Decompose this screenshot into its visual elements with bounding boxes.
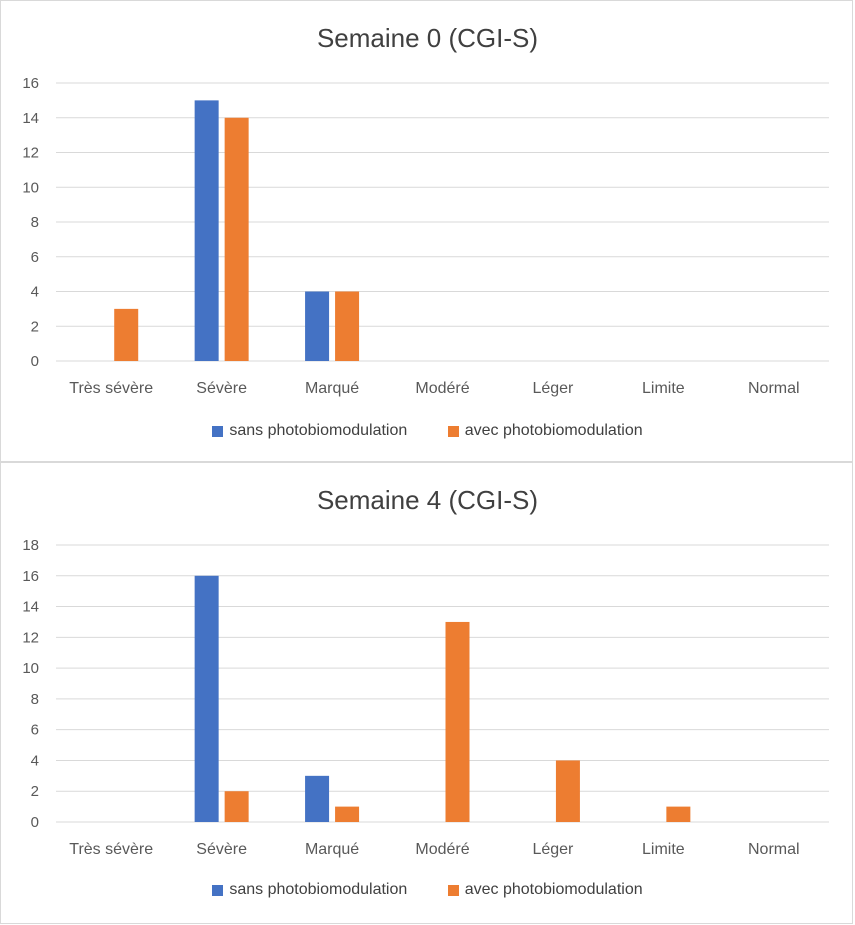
bar-sans-2 [305,775,330,822]
y-tick-label: 0 [31,814,39,831]
x-tick-label: Très sévère [69,841,153,858]
y-tick-label: 10 [22,660,39,677]
chart-title: Semaine 0 (CGI-S) [316,23,539,53]
legend-label-sans: sans photobiomodulation [229,881,408,898]
x-tick-label: Modéré [415,841,469,858]
bar-sans-2 [305,291,330,361]
x-tick-label: Normal [748,380,800,397]
y-tick-label: 14 [22,110,39,127]
y-tick-label: 0 [31,353,39,370]
y-tick-label: 16 [22,75,39,92]
x-tick-label: Normal [748,841,800,858]
x-tick-label: Sévère [196,841,247,858]
legend-item-avec: avec photobiomodulation [447,422,643,440]
y-tick-label: 12 [22,629,39,646]
bar-avec-4 [555,760,580,822]
bar-sans-1 [194,575,219,822]
x-tick-label: Limite [642,380,685,397]
bar-avec-1 [224,117,249,361]
y-tick-label: 2 [31,318,39,335]
y-tick-label: 8 [31,691,39,708]
chart-panel-week-0: Semaine 0 (CGI-S) 0 2 4 6 8 10 12 14 16 Très sévè… [0,0,853,462]
bar-avec-3 [445,621,470,822]
y-tick-label: 4 [31,752,39,769]
x-tick-label: Modéré [415,380,469,397]
chart-title: Semaine 4 (CGI-S) [316,485,539,515]
y-tick-label: 8 [31,214,39,231]
y-tick-label: 12 [22,145,39,162]
y-tick-label: 14 [22,599,39,616]
legend-swatch-sans [212,425,224,437]
legend-label-avec: avec photobiomodulation [464,422,643,439]
chart-legend: sans photobiomodulation avec photobiomod… [1,881,854,901]
y-tick-label: 6 [31,722,39,739]
legend-label-sans: sans photobiomodulation [229,422,408,439]
x-tick-label: Marqué [305,841,359,858]
y-tick-label: 10 [22,179,39,196]
chart-legend: sans photobiomodulation avec photobiomod… [1,422,854,442]
bar-avec-2 [335,291,360,361]
legend-swatch-avec [447,425,459,437]
legend-swatch-avec [447,884,459,896]
bar-sans-1 [194,100,219,361]
x-tick-label: Léger [532,380,574,397]
legend-swatch-sans [212,884,224,896]
y-tick-label: 2 [31,783,39,800]
bar-avec-2 [335,806,360,822]
bar-avec-0 [114,308,139,361]
chart-plot-area: 0 2 4 6 8 10 12 14 16 18 Très sévère Sévère Marqué Mo… [22,537,829,858]
y-tick-label: 4 [31,284,39,301]
x-tick-label: Très sévère [69,380,153,397]
x-tick-label: Sévère [196,380,247,397]
x-tick-label: Marqué [305,380,359,397]
chart-plot-area: 0 2 4 6 8 10 12 14 16 Très sévère Sévère Marqué Modé… [22,75,829,397]
chart-panel-week-4: Semaine 4 (CGI-S) 0 2 4 6 8 10 12 14 16 18 Très sé… [0,462,853,924]
legend-label-avec: avec photobiomodulation [464,881,643,898]
x-tick-label: Léger [532,841,574,858]
y-tick-label: 18 [22,537,39,554]
legend-item-sans: sans photobiomodulation [212,422,407,440]
bar-avec-5 [666,806,691,822]
legend-item-avec: avec photobiomodulation [447,881,643,899]
legend-item-sans: sans photobiomodulation [212,881,407,899]
x-tick-label: Limite [642,841,685,858]
y-tick-label: 16 [22,568,39,585]
y-tick-label: 6 [31,249,39,266]
bar-avec-1 [224,791,249,822]
